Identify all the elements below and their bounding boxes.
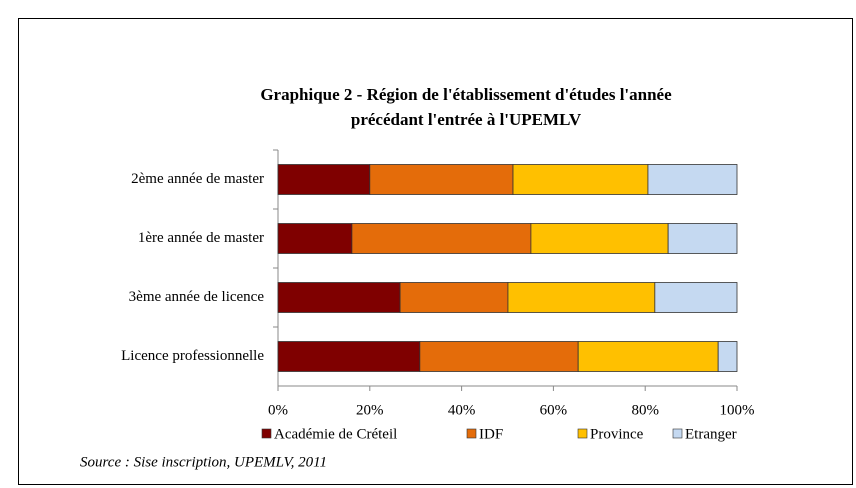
bar-segment	[512, 164, 649, 195]
source-note: Source : Sise inscription, UPEMLV, 2011	[80, 454, 327, 470]
bar-segment	[277, 223, 353, 254]
legend-swatch	[466, 428, 477, 439]
bar-segment	[351, 223, 532, 254]
bar-segment	[717, 341, 738, 372]
bar-segment	[399, 282, 509, 313]
x-tick-label: 40%	[448, 402, 476, 418]
y-tick-label: 2ème année de master	[131, 171, 264, 187]
bar-segment	[647, 164, 738, 195]
chart-title: Graphique 2 - Région de l'établissement …	[260, 85, 672, 104]
bar-segment	[530, 223, 669, 254]
y-tick-label: 1ère année de master	[138, 230, 264, 246]
chart-title: précédant l'entrée à l'UPEMLV	[351, 110, 582, 129]
x-tick-label: 80%	[631, 402, 659, 418]
x-tick-label: 60%	[540, 402, 568, 418]
x-tick-label: 100%	[720, 402, 755, 418]
bar-segment	[277, 282, 401, 313]
y-tick-label: Licence professionnelle	[121, 348, 264, 364]
bar-segment	[667, 223, 738, 254]
legend-label: Académie de Créteil	[274, 426, 397, 442]
legend-swatch	[261, 428, 272, 439]
y-tick-label: 3ème année de licence	[129, 289, 265, 305]
bar-segment	[654, 282, 738, 313]
legend-swatch	[577, 428, 588, 439]
legend-label: Province	[590, 426, 644, 442]
bar-segment	[277, 341, 421, 372]
legend-swatch	[672, 428, 683, 439]
legend-label: IDF	[479, 426, 503, 442]
bar-segment	[577, 341, 719, 372]
bar-segment	[369, 164, 514, 195]
x-tick-label: 20%	[356, 402, 384, 418]
bar-segment	[277, 164, 371, 195]
bar-segment	[419, 341, 579, 372]
bar-segment	[507, 282, 656, 313]
legend-label: Etranger	[685, 426, 737, 442]
x-tick-label: 0%	[268, 402, 288, 418]
